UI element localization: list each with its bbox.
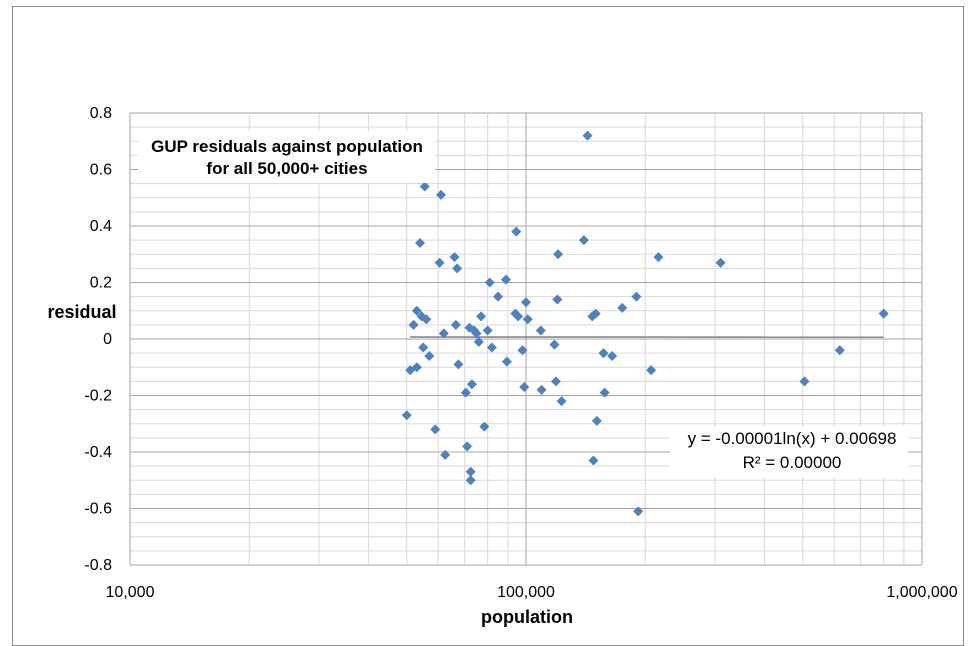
data-point — [450, 252, 460, 262]
scatter-chart: -0.8 -0.6 -0.4 -0.2 0 0.2 0.4 0.6 0.8 10,000 100,… — [0, 0, 971, 631]
x-tick-label: 10,000 — [106, 584, 155, 601]
data-point — [617, 303, 627, 313]
data-point — [653, 252, 663, 262]
data-point — [502, 357, 512, 367]
data-point — [557, 396, 567, 406]
data-point — [501, 275, 511, 285]
data-point — [485, 278, 495, 288]
data-point — [453, 359, 463, 369]
data-point — [430, 424, 440, 434]
chart-title-line-1: GUP residuals against population — [151, 137, 423, 156]
y-tick-label: 0 — [103, 331, 112, 348]
y-tick-labels: -0.8 -0.6 -0.4 -0.2 0 0.2 0.4 0.6 0.8 — [84, 105, 112, 574]
x-tick-labels: 10,000 100,000 1,000,000 — [106, 584, 958, 601]
data-point — [523, 314, 533, 324]
data-point — [835, 345, 845, 355]
y-tick-label: -0.6 — [84, 501, 112, 518]
data-point — [800, 376, 810, 386]
x-tick-label: 1,000,000 — [886, 584, 957, 601]
data-point — [409, 320, 419, 330]
data-point — [552, 294, 562, 304]
data-point — [553, 249, 563, 259]
data-point — [519, 382, 529, 392]
data-point — [474, 337, 484, 347]
data-point — [521, 297, 531, 307]
data-point — [466, 475, 476, 485]
data-point — [483, 326, 493, 336]
y-tick-label: 0.8 — [90, 105, 112, 122]
data-point — [462, 441, 472, 451]
data-point — [493, 292, 503, 302]
data-point — [600, 388, 610, 398]
data-point — [451, 320, 461, 330]
y-tick-label: 0.6 — [90, 162, 112, 179]
x-tick-label: 100,000 — [497, 584, 555, 601]
data-point — [435, 258, 445, 268]
data-point — [436, 190, 446, 200]
data-point — [607, 351, 617, 361]
data-point — [599, 348, 609, 358]
data-point — [440, 450, 450, 460]
data-point — [879, 309, 889, 319]
data-point — [461, 388, 471, 398]
data-point — [537, 385, 547, 395]
trendline-equation: y = -0.00001ln(x) + 0.00698 — [688, 429, 897, 448]
data-point — [402, 410, 412, 420]
data-point — [579, 235, 589, 245]
data-point — [415, 238, 425, 248]
y-axis-label: residual — [47, 302, 116, 322]
y-tick-label: -0.8 — [84, 557, 112, 574]
data-point — [588, 455, 598, 465]
y-tick-label: -0.2 — [84, 388, 112, 405]
data-point — [633, 506, 643, 516]
data-point — [549, 340, 559, 350]
data-point — [418, 342, 428, 352]
data-point — [646, 365, 656, 375]
data-point — [631, 292, 641, 302]
data-point — [716, 258, 726, 268]
y-tick-label: 0.2 — [90, 275, 112, 292]
data-point — [592, 416, 602, 426]
data-point — [487, 342, 497, 352]
data-point — [551, 376, 561, 386]
data-point — [424, 351, 434, 361]
data-point — [583, 131, 593, 141]
data-point — [511, 227, 521, 237]
data-point — [467, 379, 477, 389]
x-axis-label: population — [481, 607, 573, 627]
y-tick-label: 0.4 — [90, 218, 112, 235]
data-point — [476, 311, 486, 321]
data-point — [536, 326, 546, 336]
y-tick-label: -0.4 — [84, 444, 112, 461]
chart-title-line-2: for all 50,000+ cities — [206, 159, 367, 178]
trendline-r-squared: R² = 0.00000 — [743, 453, 842, 472]
data-point — [452, 263, 462, 273]
